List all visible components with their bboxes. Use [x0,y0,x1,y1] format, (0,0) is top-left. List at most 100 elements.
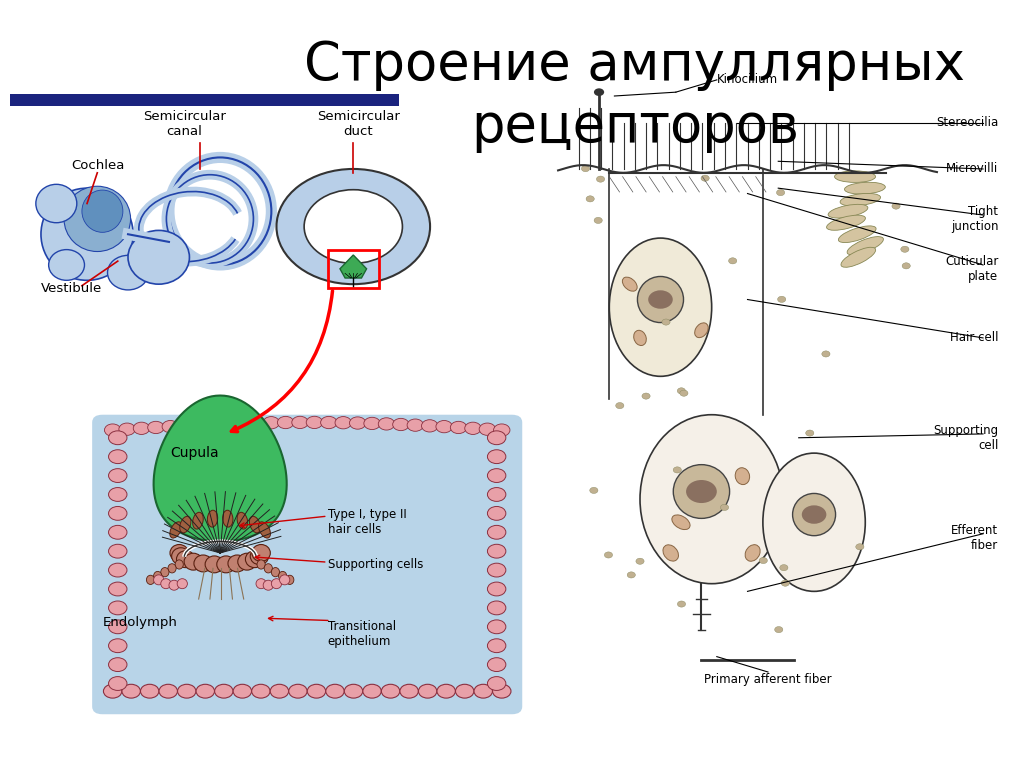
Circle shape [856,544,864,550]
Text: Строение ампуллярных: Строение ампуллярных [304,39,966,91]
Circle shape [263,416,280,429]
Circle shape [381,684,399,698]
Circle shape [487,431,506,445]
Ellipse shape [637,276,684,323]
Circle shape [122,684,140,698]
Circle shape [133,422,150,435]
Circle shape [220,418,237,430]
Text: Supporting cells: Supporting cells [328,558,423,571]
Circle shape [344,684,362,698]
Circle shape [392,419,409,431]
Circle shape [487,657,506,671]
Circle shape [759,558,767,564]
Polygon shape [340,255,367,278]
Text: Stereocilia: Stereocilia [936,117,998,129]
Circle shape [109,545,127,558]
Ellipse shape [264,564,272,573]
Circle shape [680,390,688,396]
Ellipse shape [217,556,236,573]
Circle shape [109,657,127,671]
Circle shape [109,601,127,615]
Circle shape [119,423,135,435]
Ellipse shape [841,247,876,267]
Circle shape [487,506,506,520]
Circle shape [465,422,481,435]
Circle shape [196,684,214,698]
Circle shape [378,418,394,430]
Ellipse shape [193,512,203,529]
Ellipse shape [672,515,690,530]
Ellipse shape [271,568,280,577]
Circle shape [781,580,790,586]
Circle shape [582,166,590,172]
Ellipse shape [170,521,182,538]
Circle shape [249,417,265,429]
Text: Tight
junction: Tight junction [951,205,998,233]
Ellipse shape [674,465,729,518]
Ellipse shape [228,555,247,572]
Ellipse shape [847,237,884,255]
Ellipse shape [180,516,190,533]
Circle shape [474,684,493,698]
Ellipse shape [663,545,679,561]
Circle shape [822,351,830,357]
Circle shape [422,420,438,432]
Ellipse shape [246,551,264,568]
Circle shape [252,684,270,698]
Ellipse shape [258,521,270,538]
Circle shape [109,525,127,539]
Text: Kinocilium: Kinocilium [717,74,778,86]
Circle shape [596,176,604,182]
Ellipse shape [840,194,881,206]
Bar [10,94,399,106]
Circle shape [779,564,787,571]
Circle shape [615,402,624,409]
Circle shape [806,430,814,436]
Ellipse shape [41,188,133,280]
Circle shape [677,388,685,394]
Circle shape [494,424,510,436]
Ellipse shape [263,581,273,590]
Circle shape [487,563,506,577]
Text: Primary afferent fiber: Primary afferent fiber [705,674,831,686]
Circle shape [901,247,909,253]
Text: Microvilli: Microvilli [946,163,998,175]
Circle shape [487,620,506,634]
Circle shape [777,296,785,303]
Circle shape [701,175,710,181]
Circle shape [400,684,419,698]
Circle shape [437,684,456,698]
Circle shape [493,684,511,698]
Circle shape [456,684,474,698]
Circle shape [487,468,506,482]
Circle shape [109,582,127,596]
FancyBboxPatch shape [92,415,522,714]
Circle shape [604,552,612,558]
Text: Endolymph: Endolymph [102,616,177,628]
Ellipse shape [184,553,203,570]
Circle shape [276,169,430,284]
Circle shape [776,190,784,196]
Ellipse shape [205,556,223,573]
Circle shape [278,416,294,429]
Ellipse shape [286,575,294,584]
Circle shape [892,203,900,209]
Ellipse shape [609,238,712,376]
Ellipse shape [168,564,176,573]
Circle shape [487,601,506,615]
Circle shape [215,684,233,698]
Ellipse shape [154,574,164,585]
Circle shape [335,416,351,429]
Circle shape [109,639,127,653]
Text: Supporting
cell: Supporting cell [933,424,998,452]
Ellipse shape [256,579,266,588]
Circle shape [306,416,323,429]
Circle shape [487,450,506,464]
Circle shape [362,684,381,698]
Circle shape [162,421,178,433]
Text: Cochlea: Cochlea [72,160,125,172]
Ellipse shape [161,568,169,577]
Ellipse shape [194,555,212,572]
Ellipse shape [128,230,189,284]
Text: Cuticular
plate: Cuticular plate [945,255,998,283]
